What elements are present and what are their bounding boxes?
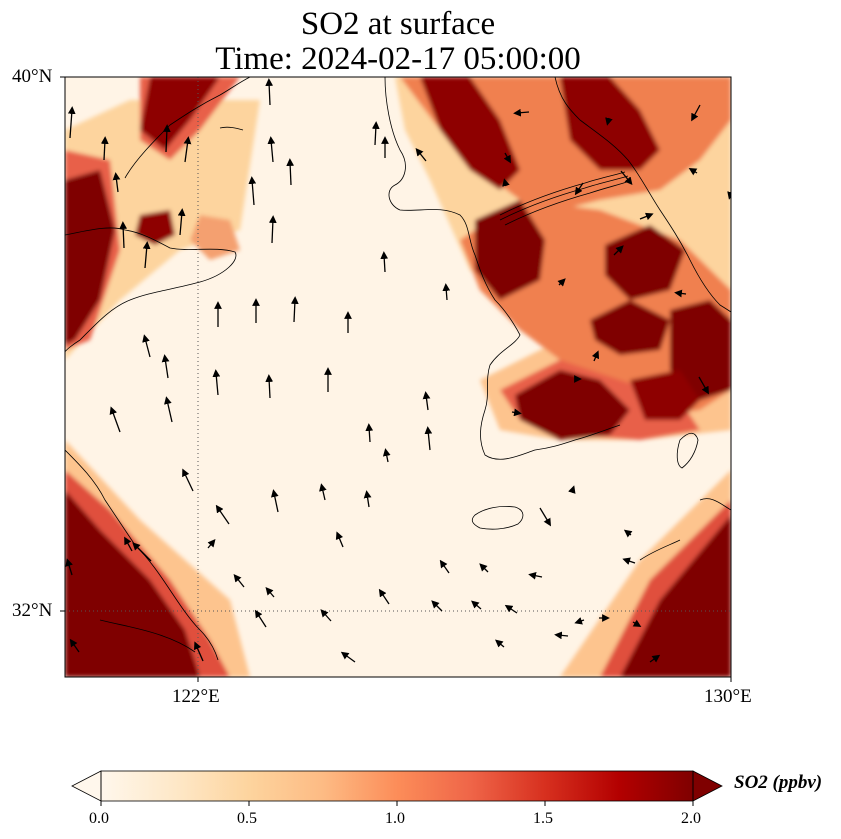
wind-arrow	[424, 426, 433, 451]
wind-arrow	[513, 108, 530, 117]
colorbar-tick-4: 2.0	[681, 810, 701, 827]
wind-arrow	[270, 489, 279, 513]
wind-arrow	[132, 542, 152, 562]
wind-arrow	[674, 289, 687, 298]
wind-arrow	[495, 639, 505, 648]
wind-arrow	[67, 106, 76, 139]
wind-arrow	[267, 136, 276, 163]
wind-arrow	[371, 121, 380, 146]
wind-arrow	[161, 354, 170, 379]
wind-arrow	[319, 483, 327, 501]
wind-arrow	[439, 559, 450, 574]
wind-arrow	[502, 178, 510, 187]
wind-arrow	[431, 600, 443, 612]
lat-tick-40: 40°N	[12, 66, 53, 87]
wind-arrow	[254, 609, 267, 628]
wind-arrow	[363, 490, 372, 508]
wind-arrow	[290, 296, 299, 323]
colorbar-label: SO2 (ppbv)	[734, 772, 823, 793]
coastlines	[65, 77, 731, 661]
wind-arrow	[182, 468, 194, 492]
wind-arrow	[233, 573, 245, 588]
wind-arrow	[124, 536, 133, 552]
wind-arrow	[568, 485, 576, 494]
wind-arrow	[193, 641, 204, 662]
wind-arrow	[471, 600, 482, 610]
wind-arrow	[265, 587, 275, 598]
map-title-line1: SO2 at surface	[300, 6, 496, 42]
wind-arrow	[380, 251, 389, 273]
wind-arrow	[623, 529, 633, 538]
wind-arrow	[442, 283, 451, 301]
lon-tick-130: 130°E	[704, 686, 752, 707]
colorbar-tick-3: 1.5	[533, 810, 553, 827]
lon-tick-122: 122°E	[172, 686, 220, 707]
wind-arrow	[613, 245, 624, 256]
wind-vectors	[65, 78, 731, 663]
colorbar-tick-1: 0.5	[237, 810, 257, 827]
wind-arrow	[365, 423, 374, 443]
colorbar-tick-2: 1.0	[385, 810, 405, 827]
gridlines	[65, 77, 731, 677]
wind-arrow	[268, 215, 277, 244]
wind-arrow	[162, 124, 171, 153]
wind-arrow	[335, 531, 344, 548]
wind-arrow	[286, 158, 295, 186]
wind-arrow	[142, 334, 151, 358]
map-title-line2: Time: 2024-02-17 05:00:00	[215, 41, 581, 77]
lat-tick-32: 32°N	[12, 600, 53, 621]
wind-arrow	[688, 167, 698, 176]
wind-arrow	[691, 104, 701, 122]
wind-arrow	[112, 172, 121, 193]
wind-arrow	[574, 182, 584, 196]
wind-arrow	[415, 147, 427, 162]
colorbar	[71, 770, 723, 806]
wind-arrow	[382, 448, 391, 463]
wind-arrow	[378, 588, 390, 605]
map-frame	[64, 76, 732, 678]
wind-arrow	[109, 406, 121, 433]
wind-arrow	[215, 504, 230, 525]
wind-arrow	[620, 170, 633, 186]
wind-arrow	[69, 638, 80, 653]
wind-arrow	[554, 631, 569, 640]
wind-arrow	[574, 617, 585, 625]
so2-field	[65, 77, 731, 677]
wind-arrow	[649, 654, 661, 663]
wind-arrow	[639, 212, 654, 221]
wind-arrow	[479, 563, 489, 573]
wind-arrow	[557, 278, 566, 287]
wind-arrow	[164, 396, 173, 423]
wind-arrow	[177, 208, 186, 236]
wind-arrow	[632, 619, 642, 628]
wind-arrow	[504, 604, 518, 614]
wind-arrow	[605, 117, 613, 126]
wind-arrow	[183, 136, 192, 163]
wind-arrow	[100, 136, 109, 161]
wind-arrow	[142, 241, 151, 269]
wind-arrow	[340, 651, 356, 663]
wind-arrow	[207, 539, 216, 549]
wind-arrow	[503, 152, 511, 164]
wind-arrow	[265, 78, 274, 106]
wind-arrow	[698, 376, 709, 395]
wind-arrow	[320, 609, 332, 622]
wind-arrow	[212, 369, 221, 396]
wind-arrow	[511, 408, 522, 417]
wind-arrow	[622, 557, 636, 565]
wind-arrow	[539, 507, 552, 527]
wind-arrow	[119, 221, 128, 249]
wind-arrow	[591, 350, 600, 362]
wind-arrow	[422, 391, 431, 411]
colorbar-tick-0: 0.0	[89, 810, 109, 827]
axis-ticks	[60, 76, 732, 682]
wind-arrow	[248, 176, 257, 206]
wind-arrow	[265, 374, 274, 399]
wind-arrow	[65, 558, 73, 576]
wind-arrow	[528, 571, 543, 580]
